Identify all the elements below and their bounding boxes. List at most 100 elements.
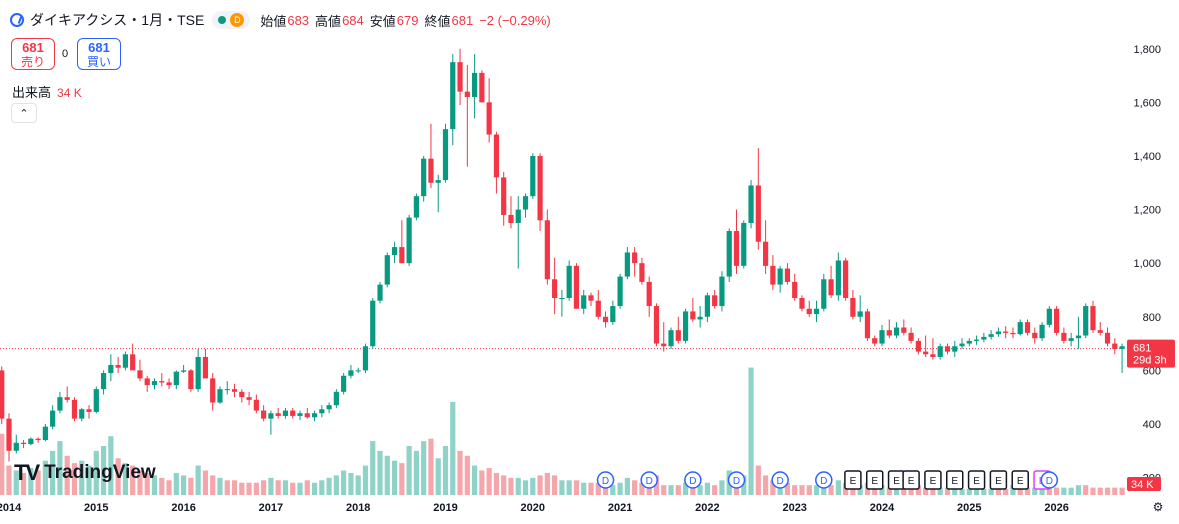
volume-bar (181, 475, 187, 495)
candle-body (166, 382, 172, 386)
candle-body (479, 72, 485, 103)
candle-body (370, 300, 376, 347)
price-axis (1125, 0, 1179, 519)
volume-label[interactable]: 出来高 (12, 85, 52, 100)
candle-body (712, 295, 718, 307)
candle-body (341, 375, 347, 392)
candle-body (675, 330, 681, 341)
candle-body (137, 370, 143, 379)
candle-body (304, 413, 310, 418)
sell-button[interactable]: 681 売り (11, 38, 55, 70)
candle-body (239, 391, 245, 398)
volume-bar (981, 488, 987, 495)
earnings-marker[interactable] (946, 470, 964, 490)
candle-body (100, 373, 107, 390)
tradingview-logo[interactable]: TV TradingView (14, 460, 156, 486)
volume-bar (581, 482, 587, 495)
volume-bar (850, 485, 856, 495)
candle-body (632, 252, 638, 264)
volume-bar (421, 441, 427, 495)
earnings-marker[interactable] (967, 470, 986, 490)
dividend-marker[interactable] (684, 471, 702, 489)
volume-bar (624, 477, 630, 495)
dividend-marker[interactable] (596, 471, 615, 489)
earnings-marker[interactable] (865, 470, 884, 490)
volume-bar (653, 475, 660, 495)
volume-bar (995, 488, 1001, 495)
axis-settings-button[interactable]: ⚙ (1143, 498, 1173, 516)
open-label: 始値 (260, 13, 287, 29)
candle-body (246, 397, 252, 400)
volume-bar (479, 470, 485, 495)
volume-bar (290, 482, 296, 495)
volume-bar (944, 487, 951, 495)
volume-bar (261, 480, 267, 495)
dividend-marker[interactable] (1040, 471, 1059, 489)
x-tick-label: 2026 (1044, 502, 1068, 514)
earnings-marker[interactable] (844, 470, 862, 490)
volume-bar (828, 485, 834, 495)
volume-bar (362, 465, 369, 495)
y-tick-label: 800 (1143, 312, 1161, 324)
volume-bar (1054, 487, 1060, 495)
earnings-marker[interactable] (924, 470, 942, 490)
volume-bar (348, 472, 354, 495)
candle-body (224, 389, 230, 391)
volume-bar (1003, 488, 1009, 495)
volume-bar (704, 482, 710, 495)
candle-body (857, 311, 863, 317)
volume-bar (508, 477, 514, 495)
earnings-marker[interactable] (902, 470, 920, 490)
volume-bar (64, 455, 70, 495)
earnings-marker-label: E (1017, 476, 1024, 487)
close-label: 終値 (424, 13, 451, 29)
buy-button[interactable]: 681 買い (77, 38, 121, 70)
y-tick-label: 1,400 (1133, 151, 1161, 163)
market-status[interactable]: D (212, 11, 251, 29)
candle-body (1112, 343, 1118, 349)
volume-bar (304, 480, 310, 495)
candle-body (995, 331, 1001, 335)
candle-body (639, 263, 645, 282)
volume-bar (755, 465, 761, 495)
volume-bar (428, 438, 434, 495)
candle-body (508, 214, 514, 223)
earnings-marker-label: E (995, 476, 1002, 487)
sell-label: 売り (20, 55, 45, 69)
symbol-logo-icon (10, 13, 24, 27)
dividend-marker[interactable] (727, 471, 746, 489)
volume-bar (959, 488, 965, 495)
earnings-marker[interactable] (989, 470, 1008, 490)
y-tick-label: 600 (1143, 365, 1161, 377)
y-tick-label: 1,800 (1133, 44, 1161, 56)
y-tick-label: 1,200 (1133, 205, 1161, 217)
candle-body (901, 327, 907, 333)
candle-body (595, 300, 601, 317)
candle-body (792, 281, 798, 299)
earnings-marker[interactable] (1011, 470, 1029, 490)
dividend-marker-label: D (689, 476, 696, 487)
volume-bar (872, 485, 878, 495)
y-tick-label: 1,000 (1133, 258, 1161, 270)
symbol-title[interactable]: ダイキアクシス・1月・TSE (30, 12, 205, 28)
dividend-marker[interactable] (640, 471, 658, 489)
candle-body (646, 281, 652, 307)
candle-body (959, 343, 965, 347)
candle-body (1046, 308, 1052, 325)
volume-bar (35, 470, 41, 495)
x-tick-label: 2019 (433, 502, 457, 514)
candle-body (428, 158, 434, 183)
candle-body (311, 413, 318, 418)
dividend-marker[interactable] (815, 471, 833, 489)
collapse-legend-button[interactable]: ⌃ (11, 103, 37, 123)
dividend-marker[interactable] (771, 471, 789, 489)
volume-bar (231, 480, 238, 495)
candle-body (217, 389, 223, 403)
tradingview-logo-icon: TV (14, 460, 40, 485)
volume-bar (602, 485, 609, 495)
x-tick-label: 2018 (346, 502, 370, 514)
candle-body (35, 438, 41, 441)
volume-bar (595, 482, 601, 495)
